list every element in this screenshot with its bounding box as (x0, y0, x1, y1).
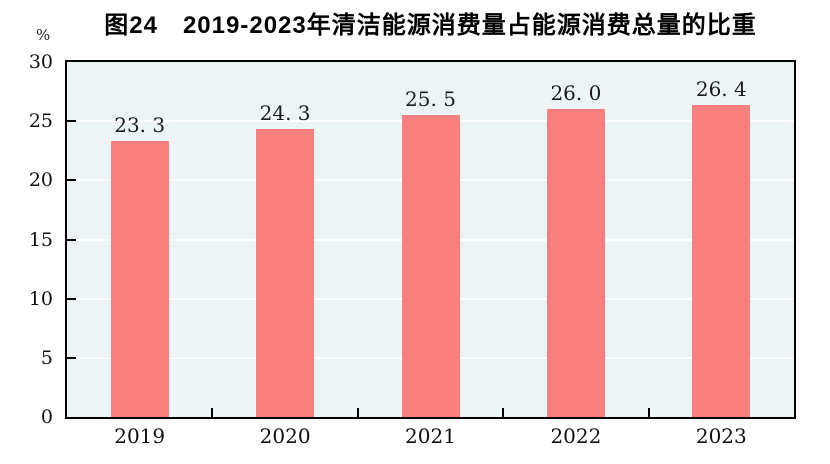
bar-value-label-2019: 23. 3 (114, 113, 166, 138)
y-axis-tick-label-5: 5 (40, 346, 53, 369)
x-axis-tick-label-2023: 2023 (695, 424, 747, 448)
bar-2022 (546, 109, 605, 417)
bar-value-label-2020: 24. 3 (259, 101, 311, 126)
x-axis-tick-1 (211, 408, 214, 417)
y-axis-tick-label-0: 0 (40, 406, 53, 428)
bar-value-label-2022: 26. 0 (550, 81, 602, 106)
y-axis-tick-25 (67, 120, 76, 123)
x-axis-tick-3 (502, 408, 505, 417)
y-axis-tick-label-20: 20 (28, 169, 53, 192)
x-axis-tick-label-2021: 2021 (405, 424, 456, 448)
x-axis-tick-label-2022: 2022 (550, 424, 602, 448)
bar-value-label-2021: 25. 5 (405, 87, 456, 112)
y-axis-tick-10 (67, 297, 76, 300)
bar-2023 (692, 104, 751, 417)
y-axis-tick-20 (67, 179, 76, 182)
plot-area (65, 60, 796, 419)
x-axis-tick-label-2020: 2020 (259, 424, 311, 448)
x-axis-tick-label-2019: 2019 (114, 424, 166, 448)
y-axis-unit-label: % (36, 26, 51, 44)
bar-value-label-2023: 26. 4 (695, 76, 747, 101)
bar-2021 (401, 115, 460, 417)
chart-title: 图24 2019-2023年清洁能源消费量占能源消费总量的比重 (104, 12, 757, 39)
y-axis-tick-label-10: 10 (28, 287, 53, 310)
y-axis-tick-label-30: 30 (28, 51, 53, 73)
x-axis-tick-4 (647, 408, 650, 417)
y-axis-tick-5 (67, 356, 76, 359)
x-axis-tick-2 (356, 408, 359, 417)
bar-2020 (256, 129, 315, 417)
y-axis-tick-15 (67, 238, 76, 241)
y-axis-tick-label-15: 15 (28, 228, 53, 251)
bar-2019 (110, 141, 169, 417)
y-axis-tick-label-25: 25 (28, 110, 53, 133)
